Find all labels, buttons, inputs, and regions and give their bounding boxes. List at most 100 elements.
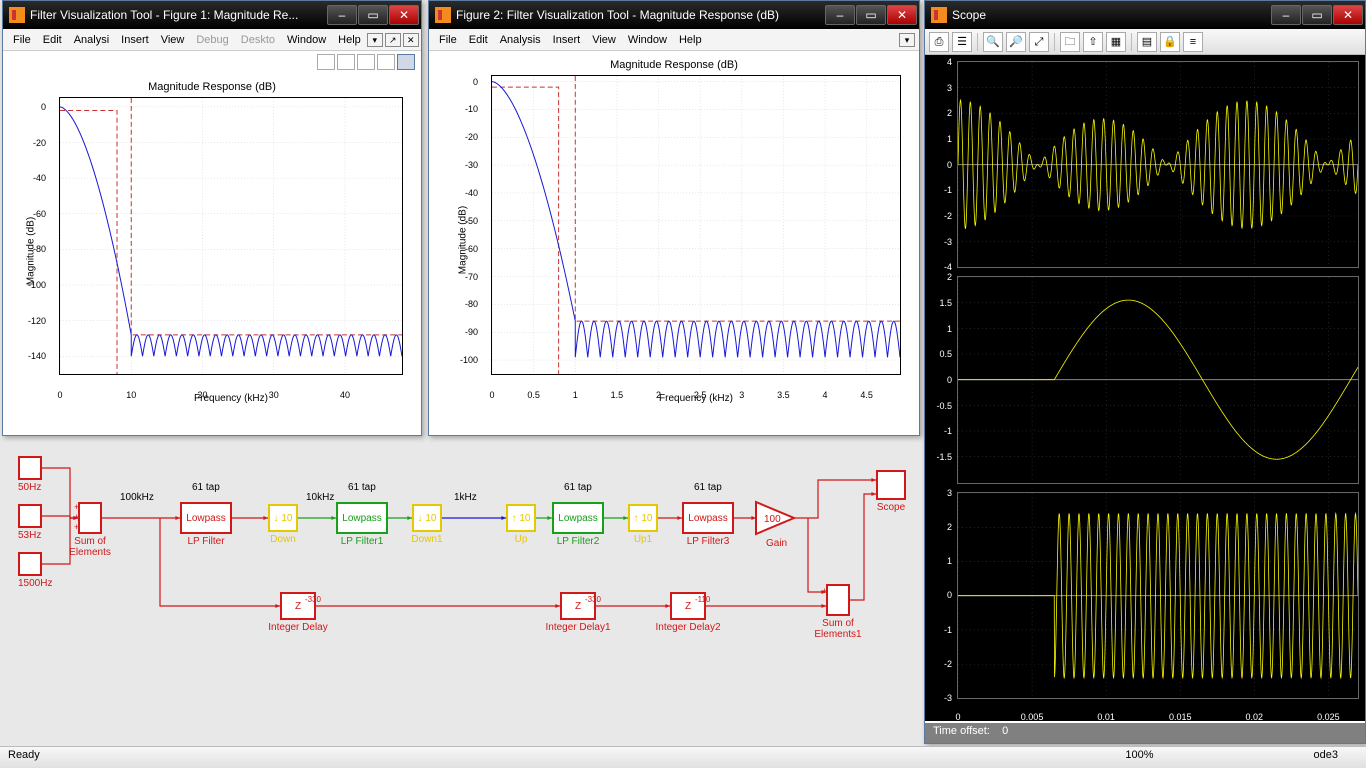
delay1-label: Integer Delay1 (545, 622, 610, 633)
layout5-icon[interactable] (397, 54, 415, 70)
simulink-diagram[interactable]: +++100+- 50Hz53Hz1500HzSum ofElements100… (12, 448, 917, 668)
sum1-block-label: Sum ofElements1 (814, 618, 861, 640)
source-2[interactable] (18, 552, 42, 576)
lp-filter[interactable]: Lowpass (180, 502, 232, 534)
zoomx-icon[interactable]: 🔎 (1006, 32, 1026, 52)
close-button[interactable]: ✕ (887, 5, 917, 25)
lock-icon[interactable]: 🔒 (1160, 32, 1180, 52)
print-icon[interactable]: ⎙ (929, 32, 949, 52)
delay2[interactable]: Z-110 (670, 592, 706, 620)
menu-insert[interactable]: Insert (547, 32, 587, 48)
params-icon[interactable]: ☰ (952, 32, 972, 52)
scope-titlebar[interactable]: Scope – ▭ ✕ (925, 1, 1365, 29)
scope-axes-2[interactable]: -1.5-1-0.500.511.52 (957, 276, 1359, 483)
layout3-icon[interactable] (357, 54, 375, 70)
sync-icon[interactable]: ▤ (1137, 32, 1157, 52)
scope-block[interactable] (876, 470, 906, 500)
status-solver: ode3 (1314, 749, 1358, 766)
float-icon[interactable]: ▦ (1106, 32, 1126, 52)
dock-dropdown-icon[interactable]: ▾ (367, 33, 383, 47)
lp-filter3-label: LP Filter3 (687, 536, 730, 547)
down1-block[interactable]: ↓ 10 (412, 504, 442, 532)
undock-icon[interactable]: ↗ (385, 33, 401, 47)
figure1-titlebar[interactable]: Filter Visualization Tool - Figure 1: Ma… (3, 1, 421, 29)
maximize-button[interactable]: ▭ (1302, 5, 1332, 25)
lp-filter1[interactable]: Lowpass (336, 502, 388, 534)
figure2-axes[interactable]: 0-10-20-30-40-50-60-70-80-90-100 00.511.… (491, 75, 901, 375)
menu-desktop[interactable]: Deskto (235, 32, 281, 48)
statusbar: Ready 100% ode3 (0, 746, 1366, 768)
layout4-icon[interactable] (377, 54, 395, 70)
scope-axes-1[interactable]: -4-3-2-101234 (957, 61, 1359, 268)
menu-edit[interactable]: Edit (37, 32, 68, 48)
menu-edit[interactable]: Edit (463, 32, 494, 48)
signal-icon[interactable]: ≡ (1183, 32, 1203, 52)
annotation: 1kHz (454, 492, 477, 503)
annotation: 1500Hz (18, 578, 52, 589)
maximize-button[interactable]: ▭ (358, 5, 388, 25)
up-block[interactable]: ↑ 10 (506, 504, 536, 532)
layout2-icon[interactable] (337, 54, 355, 70)
source-1[interactable] (18, 504, 42, 528)
figure1-axes[interactable]: 0-20-40-60-80-100-120-140 010203040 (59, 97, 403, 375)
lp-filter1-label: LP Filter1 (341, 536, 384, 547)
menu-insert[interactable]: Insert (115, 32, 155, 48)
figure2-chart-title: Magnitude Response (dB) (437, 55, 911, 75)
menu-window[interactable]: Window (622, 32, 673, 48)
sum-block[interactable] (78, 502, 102, 534)
scope-toolbar: ⎙ ☰ 🔍 🔎 ⤢ 🗀 ⇧ ▦ ▤ 🔒 ≡ (925, 29, 1365, 55)
up1-block[interactable]: ↑ 10 (628, 504, 658, 532)
scope-block-label: Scope (877, 502, 905, 513)
figure2-chart: Magnitude Response (dB) Magnitude (dB) 0… (437, 55, 911, 404)
menu-help[interactable]: Help (332, 32, 367, 48)
minimize-button[interactable]: – (1271, 5, 1301, 25)
menu-view[interactable]: View (155, 32, 191, 48)
scope-axes-3[interactable]: -3-2-10123 00.0050.010.0150.020.025 (957, 492, 1359, 699)
menu-view[interactable]: View (586, 32, 622, 48)
minimize-button[interactable]: – (825, 5, 855, 25)
lp-filter3[interactable]: Lowpass (682, 502, 734, 534)
minimize-button[interactable]: – (327, 5, 357, 25)
scope-footer: Time offset: 0 (925, 723, 1365, 743)
figure2-window: Figure 2: Filter Visualization Tool - Ma… (428, 0, 920, 436)
annotation: 61 tap (192, 482, 220, 493)
annotation: 61 tap (564, 482, 592, 493)
status-pct: 100% (1125, 749, 1173, 766)
zoomin-icon[interactable]: 🔍 (983, 32, 1003, 52)
annotation: 10kHz (306, 492, 334, 503)
figure1-xlabel: Frequency (kHz) (59, 375, 403, 404)
down-block[interactable]: ↓ 10 (268, 504, 298, 532)
figure1-window: Filter Visualization Tool - Figure 1: Ma… (2, 0, 422, 436)
menu-analysis[interactable]: Analysis (494, 32, 547, 48)
menu-file[interactable]: File (433, 32, 463, 48)
menu-file[interactable]: File (7, 32, 37, 48)
matlab-icon (931, 7, 947, 23)
figure1-viewbuttons (3, 51, 421, 73)
menu-window[interactable]: Window (281, 32, 332, 48)
matlab-icon (9, 7, 25, 23)
autoscale-icon[interactable]: ⤢ (1029, 32, 1049, 52)
close-panel-icon[interactable]: ✕ (403, 33, 419, 47)
scope-window: Scope – ▭ ✕ ⎙ ☰ 🔍 🔎 ⤢ 🗀 ⇧ ▦ ▤ 🔒 ≡ -4-3-2… (924, 0, 1366, 744)
close-button[interactable]: ✕ (1333, 5, 1363, 25)
menu-help[interactable]: Help (673, 32, 708, 48)
annotation: Gain (766, 538, 787, 549)
delay0[interactable]: Z-330 (280, 592, 316, 620)
dock-dropdown-icon[interactable]: ▾ (899, 33, 915, 47)
close-button[interactable]: ✕ (389, 5, 419, 25)
restore-icon[interactable]: ⇧ (1083, 32, 1103, 52)
save-icon[interactable]: 🗀 (1060, 32, 1080, 52)
sum1-block[interactable] (826, 584, 850, 616)
down-block-label: Down (270, 534, 296, 545)
figure2-titlebar[interactable]: Figure 2: Filter Visualization Tool - Ma… (429, 1, 919, 29)
lp-filter2[interactable]: Lowpass (552, 502, 604, 534)
svg-text:100: 100 (764, 514, 781, 525)
sum-block-label: Sum ofElements (69, 536, 111, 558)
delay1[interactable]: Z-330 (560, 592, 596, 620)
maximize-button[interactable]: ▭ (856, 5, 886, 25)
layout1-icon[interactable] (317, 54, 335, 70)
annotation: 53Hz (18, 530, 41, 541)
menu-debug[interactable]: Debug (190, 32, 234, 48)
source-0[interactable] (18, 456, 42, 480)
menu-analysis[interactable]: Analysi (68, 32, 115, 48)
